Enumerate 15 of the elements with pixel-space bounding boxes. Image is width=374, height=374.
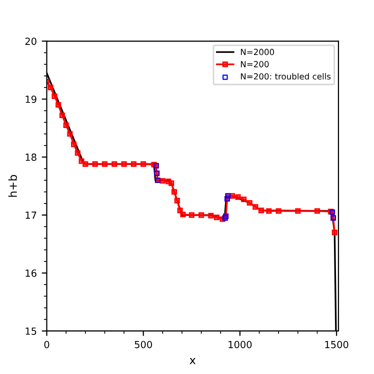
legend-label: N=200 xyxy=(240,61,269,68)
x-tick-label: 1000 xyxy=(228,340,252,348)
x-axis-title: x xyxy=(190,358,196,364)
y-tick-label: 17 xyxy=(26,212,36,219)
y-tick-label: 16 xyxy=(26,270,36,277)
y-tick-label: 20 xyxy=(25,38,36,45)
y-tick-label: 18 xyxy=(26,154,36,161)
x-tick-label: 1500 xyxy=(325,340,348,348)
legend-label: N=200: troubled cells xyxy=(240,73,331,80)
y-axis-title: h+b xyxy=(8,174,17,197)
y-tick-label: 19 xyxy=(26,96,36,103)
legend-label: N=2000 xyxy=(240,48,274,56)
x-tick-label: 0 xyxy=(44,340,50,348)
y-tick-label: 15 xyxy=(26,328,36,335)
x-tick-label: 500 xyxy=(134,340,152,348)
